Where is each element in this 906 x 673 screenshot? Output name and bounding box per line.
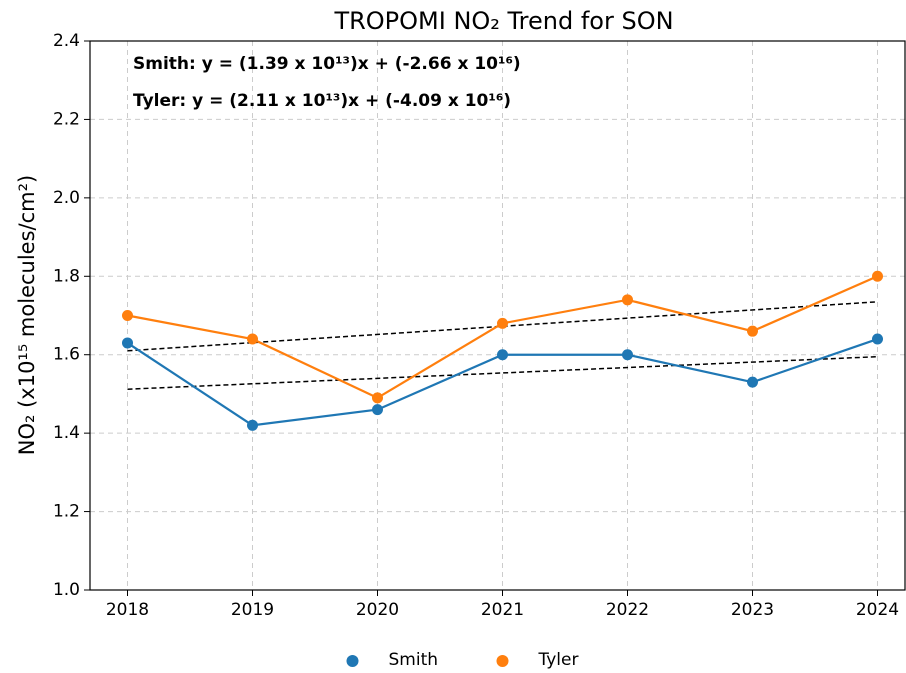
point (872, 333, 883, 345)
legend-label: Smith (389, 650, 439, 670)
point (497, 317, 508, 329)
legend-marker (346, 655, 359, 667)
y-tick-label: 2.2 (53, 109, 80, 129)
y-tick-label: 1.2 (53, 502, 80, 522)
trend-line (127, 301, 878, 352)
legend-label: Tyler (538, 650, 579, 670)
x-tick-label: 2024 (856, 600, 899, 620)
y-axis-label: NO₂ (x10¹⁵ molecules/cm²) (15, 175, 39, 456)
plot-frame (89, 40, 906, 591)
point (372, 404, 383, 416)
point (622, 294, 633, 306)
y-tick-label: 1.0 (53, 580, 80, 600)
x-tick-label: 2020 (356, 600, 399, 620)
annotation: Tyler: y = (2.11 x 10¹³)x + (-4.09 x 10¹… (133, 91, 511, 111)
x-tick-label: 2018 (106, 600, 149, 620)
y-tick-label: 1.8 (53, 266, 80, 286)
point (497, 349, 508, 361)
y-tick-label: 1.4 (53, 423, 80, 443)
x-tick-label: 2019 (231, 600, 274, 620)
point (247, 333, 258, 345)
legend-marker (496, 655, 509, 667)
point (622, 349, 633, 361)
y-tick-label: 1.6 (53, 345, 80, 365)
point (372, 392, 383, 404)
annotation: Smith: y = (1.39 x 10¹³)x + (-2.66 x 10¹… (133, 54, 521, 74)
point (122, 310, 133, 321)
point (747, 325, 758, 337)
chart-title: TROPOMI NO₂ Trend for SON (333, 7, 673, 35)
point (747, 376, 758, 388)
y-tick-label: 2.0 (53, 188, 80, 208)
x-tick-label: 2023 (731, 600, 774, 620)
point (247, 419, 258, 431)
x-tick-label: 2021 (481, 600, 524, 620)
y-tick-label: 2.4 (53, 31, 80, 51)
point (122, 337, 133, 349)
x-tick-label: 2022 (606, 600, 649, 620)
trend-line (127, 355, 878, 390)
point (872, 270, 883, 282)
